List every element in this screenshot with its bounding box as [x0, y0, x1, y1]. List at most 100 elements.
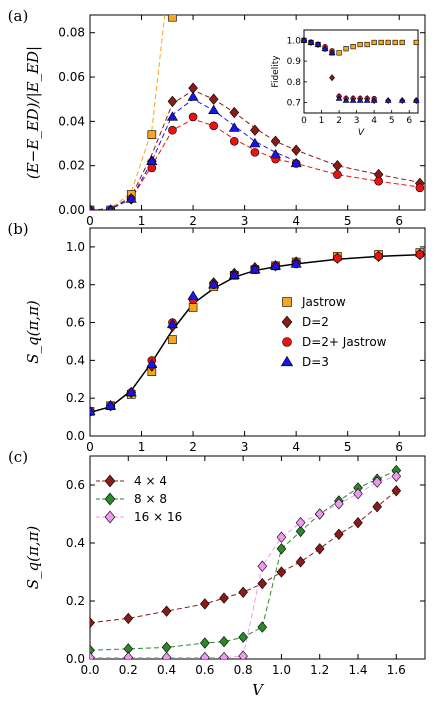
- panel-1-ytick-label: 0.6: [66, 316, 85, 330]
- point-c16: [90, 651, 95, 659]
- point-c4: [391, 485, 402, 497]
- point-jastrow: [168, 335, 177, 344]
- panel-2-xtick-label: 0.2: [119, 663, 138, 677]
- panel-2-xtick-label: 0.4: [157, 663, 176, 677]
- point-d3: [208, 104, 220, 114]
- point-d3: [228, 122, 240, 132]
- inset-point-d3: [328, 49, 336, 56]
- point-jastrow: [168, 15, 177, 22]
- inset-point-jastrow: [413, 39, 419, 46]
- point-c16: [334, 498, 344, 510]
- inset-ytick-label: 0.8: [287, 78, 302, 88]
- inset-point-d3: [300, 36, 308, 43]
- panel-1-label: (b): [7, 220, 28, 238]
- panel-2-ytick-label: 0.4: [66, 536, 85, 550]
- panel-2-label: (c): [8, 448, 28, 466]
- inset-point-jastrow: [371, 39, 377, 46]
- panel-0-frame: [89, 14, 426, 211]
- point-c8: [161, 641, 172, 654]
- point-jastrow: [188, 303, 198, 312]
- inset-point-d2: [329, 74, 335, 82]
- panel-2-frame: [89, 455, 426, 660]
- inset-point-d3: [349, 97, 357, 103]
- panel-1-ytick-label: 1.0: [66, 240, 85, 254]
- point-d3: [146, 358, 158, 368]
- point-d3: [166, 111, 178, 121]
- inset-point-jastrow: [378, 39, 384, 46]
- line-c8: [90, 470, 397, 651]
- panel-0-plot-area: [90, 15, 425, 210]
- panel-0-xtick-label: 6: [395, 214, 403, 228]
- panel-0-ylabel: (E−E_ED)/|E_ED|: [24, 46, 42, 179]
- inset-xtick-label: 4: [371, 116, 377, 126]
- point-d3: [107, 204, 114, 210]
- point-d2: [250, 124, 260, 136]
- point-d2: [167, 95, 178, 108]
- point-c4: [276, 566, 287, 578]
- point-c16: [295, 517, 306, 529]
- legend-marker-d2j: [282, 337, 292, 347]
- point-c8: [276, 543, 287, 555]
- point-d3: [125, 193, 137, 203]
- legend-marker-d3: [280, 355, 294, 367]
- panel-2-xtick-label: 0.0: [80, 663, 99, 677]
- legend-label-d2j: D=2+ Jastrow: [302, 335, 387, 349]
- legend-marker-jastrow: [282, 297, 292, 307]
- fit-line-d2: [90, 89, 425, 210]
- point-d3: [125, 386, 137, 397]
- point-d3: [208, 279, 220, 289]
- point-c16: [372, 476, 382, 488]
- panel-0-xtick-label: 0: [86, 214, 94, 228]
- panel-0-xtick-label: 2: [189, 214, 197, 228]
- point-d2j: [374, 176, 383, 186]
- legend-label-d2: D=2: [302, 315, 329, 329]
- point-c8: [200, 637, 210, 649]
- point-jastrow: [147, 130, 157, 139]
- point-c4: [257, 577, 268, 590]
- point-c4: [372, 501, 382, 513]
- point-c4: [161, 605, 172, 617]
- inset-point-jastrow: [350, 43, 356, 50]
- legend-marker-d2: [281, 315, 293, 329]
- point-d3: [228, 269, 240, 279]
- legend-marker-c4: [104, 474, 116, 488]
- panel-1-plot-area: [90, 248, 425, 418]
- point-c16: [161, 651, 172, 659]
- point-d3: [90, 405, 96, 416]
- inset-point-d3: [321, 45, 329, 51]
- inset-point-d3: [356, 97, 364, 103]
- legend-label-c16: 16 × 16: [134, 510, 182, 524]
- point-d3: [187, 91, 199, 101]
- point-d3: [166, 318, 178, 329]
- point-d3: [249, 137, 261, 148]
- panel-1-ytick-label: 0.2: [66, 391, 85, 405]
- point-d2j: [209, 121, 218, 131]
- inset-ytick-label: 1.0: [287, 36, 302, 46]
- point-c4: [314, 543, 325, 555]
- legend-label-c4: 4 × 4: [134, 474, 167, 488]
- panel-1-xtick-label: 5: [344, 440, 352, 454]
- point-c16: [314, 508, 325, 520]
- point-d3: [249, 264, 261, 274]
- panel-2-xtick-label: 1.4: [348, 663, 367, 677]
- panel-0-label: (a): [8, 7, 29, 25]
- point-d3: [290, 258, 302, 268]
- inset-xtick-label: 6: [406, 116, 412, 126]
- panel-2-xtick-label: 0.8: [234, 663, 253, 677]
- point-c8: [295, 525, 306, 538]
- panel-2-xlabel: V: [252, 681, 265, 699]
- panel-2-xtick-label: 1.6: [387, 663, 406, 677]
- point-c16: [257, 560, 268, 572]
- fit-line-jastrow: [90, 15, 166, 210]
- panel-2-ytick-label: 0.2: [66, 594, 85, 608]
- panel-0-ytick-label: 0.00: [58, 203, 85, 217]
- panel-2-ytick-label: 0.6: [66, 478, 85, 492]
- panel-1-ytick-label: 0.8: [66, 278, 85, 292]
- point-c4: [200, 598, 210, 610]
- inset-xlabel: V: [358, 128, 365, 138]
- legend-label-jastrow: Jastrow: [301, 295, 346, 309]
- inset-point-d3: [307, 38, 315, 45]
- point-c4: [123, 612, 134, 625]
- panel-2-plot-area: [90, 464, 402, 659]
- inset-point-jastrow: [392, 39, 398, 46]
